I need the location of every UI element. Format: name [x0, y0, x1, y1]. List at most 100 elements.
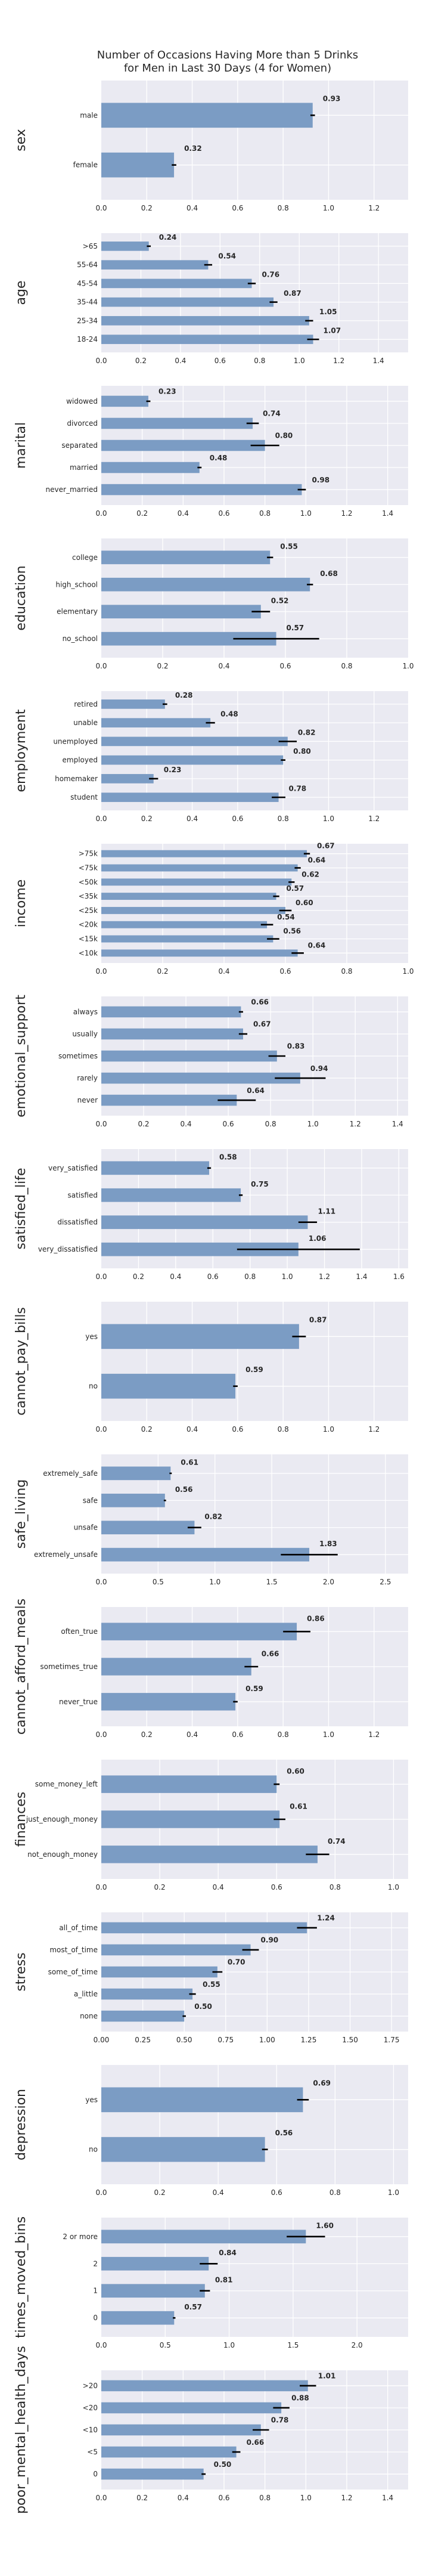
data-label: 0.90	[261, 1936, 279, 1945]
category-label: never_married	[46, 485, 98, 494]
x-tick-label: 2.0	[352, 2341, 363, 2349]
x-tick-label: 0.2	[141, 1730, 153, 1739]
bar	[101, 1493, 165, 1507]
bar	[101, 1094, 237, 1106]
bar	[101, 2380, 308, 2392]
bar	[101, 1623, 297, 1640]
data-label: 0.48	[210, 454, 228, 462]
data-label: 0.54	[277, 913, 295, 921]
panel-background	[101, 80, 408, 200]
bar	[101, 242, 149, 251]
bar	[101, 850, 307, 857]
x-tick-label: 1.0	[282, 1272, 293, 1281]
category-label: separated	[61, 441, 98, 450]
panel-employment: 0.0 0.2 0.4 0.6 0.8 1.0 1.2 0.28 retired 0.48 unab…	[14, 691, 408, 823]
y-axis-label: sex	[14, 129, 29, 151]
data-label: 0.64	[247, 1086, 265, 1095]
y-axis-label: income	[14, 880, 29, 928]
x-tick-label: 2.5	[380, 1578, 391, 1586]
x-tick-label: 0.2	[154, 2188, 166, 2197]
data-label: 0.55	[203, 1980, 220, 1989]
bar	[101, 755, 284, 765]
data-label: 0.56	[175, 1485, 193, 1494]
x-tick-label: 0.0	[95, 1883, 107, 1891]
bar	[101, 864, 298, 872]
data-label: 0.83	[287, 1042, 305, 1051]
x-tick-label: 0.0	[95, 357, 107, 365]
x-tick-label: 0.4	[218, 967, 229, 976]
x-tick-label: 0.6	[232, 815, 243, 823]
bar	[101, 631, 276, 646]
y-axis-label: age	[14, 281, 29, 305]
category-label: never	[77, 1096, 98, 1104]
y-axis-label: times_moved_bins	[14, 2216, 29, 2338]
bar	[101, 1188, 241, 1202]
category-label: safe	[83, 1496, 98, 1504]
x-tick-label: 0.0	[95, 509, 107, 518]
category-label: 0	[93, 2470, 98, 2478]
x-tick-label: 0.2	[157, 967, 168, 976]
x-tick-label: 0.8	[244, 1272, 256, 1281]
category-label: <10	[83, 2426, 98, 2434]
data-label: 0.52	[271, 596, 289, 605]
data-label: 0.66	[262, 1649, 279, 1658]
x-tick-label: 0.8	[278, 815, 289, 823]
x-tick-label: 1.0	[307, 1120, 319, 1128]
bar	[101, 103, 313, 128]
x-tick-label: 0.0	[95, 967, 107, 976]
x-tick-label: 0.6	[232, 204, 243, 212]
x-tick-label: 0.6	[271, 1883, 282, 1891]
category-label: female	[73, 161, 98, 169]
data-label: 0.84	[219, 2249, 237, 2257]
x-tick-label: 0.6	[218, 2494, 229, 2502]
category-label: sometimes	[58, 1052, 98, 1060]
category-label: homemaker	[55, 775, 98, 783]
category-label: not_enough_money	[27, 1850, 98, 1859]
x-tick-label: 0.4	[213, 2188, 224, 2197]
x-tick-label: 0.4	[186, 1425, 198, 1433]
data-label: 0.24	[159, 233, 177, 242]
data-label: 0.80	[275, 432, 293, 440]
bar	[101, 2010, 185, 2022]
category-label: 18-24	[77, 335, 98, 343]
bar	[101, 152, 175, 178]
category-label: often_true	[61, 1627, 98, 1636]
x-tick-label: 1.2	[368, 815, 380, 823]
data-label: 0.82	[298, 729, 316, 737]
x-tick-label: 0.6	[271, 2188, 282, 2197]
category-label: most_of_time	[49, 1946, 98, 1954]
x-tick-label: 0.6	[279, 662, 291, 670]
y-axis-label: finances	[14, 1792, 29, 1847]
category-label: unemployed	[53, 737, 98, 745]
y-axis-label: depression	[14, 2089, 29, 2160]
panel-emotional_support: 0.0 0.2 0.4 0.6 0.8 1.0 1.2 1.4 0.66 always 0.67 us…	[14, 995, 408, 1128]
bar	[101, 484, 302, 496]
panel-marital: 0.0 0.2 0.4 0.6 0.8 1.0 1.2 1.4 0.23 widowed 0.74 d…	[14, 386, 408, 518]
x-tick-label: 0.0	[95, 2341, 107, 2349]
x-tick-label: 1.2	[350, 1120, 361, 1128]
panel-finances: 0.0 0.2 0.4 0.6 0.8 1.0 0.60 some_money_left 0.6…	[14, 1760, 408, 1891]
category-label: unsafe	[74, 1524, 98, 1532]
y-axis-label: emotional_support	[14, 995, 29, 1117]
panel-safe_living: 0.0 0.5 1.0 1.5 2.0 2.5 0.61 extremely_safe 0.56…	[14, 1454, 408, 1586]
category-label: high_school	[55, 580, 98, 589]
bar	[101, 335, 313, 344]
data-label: 1.07	[324, 326, 341, 335]
bar	[101, 893, 276, 900]
bar	[101, 2424, 261, 2436]
bar	[101, 1658, 251, 1676]
category-label: 55-64	[77, 261, 98, 269]
data-label: 0.98	[312, 476, 329, 484]
data-label: 0.70	[228, 1958, 245, 1967]
x-tick-label: 0.2	[141, 204, 153, 212]
category-label: 2	[93, 2259, 98, 2268]
category-label: >75k	[79, 850, 98, 858]
x-tick-label: 0.5	[160, 2341, 171, 2349]
bar	[101, 1988, 193, 2000]
data-label: 0.87	[284, 289, 301, 298]
x-tick-label: 0.8	[329, 1883, 341, 1891]
category-label: 45-54	[77, 279, 98, 287]
panel-cannot_pay_bills: 0.0 0.2 0.4 0.6 0.8 1.0 1.2 0.87 yes 0.59 no cannot…	[14, 1302, 408, 1433]
data-label: 0.66	[247, 2438, 265, 2447]
y-axis-label: cannot_afford_meals	[14, 1599, 29, 1735]
